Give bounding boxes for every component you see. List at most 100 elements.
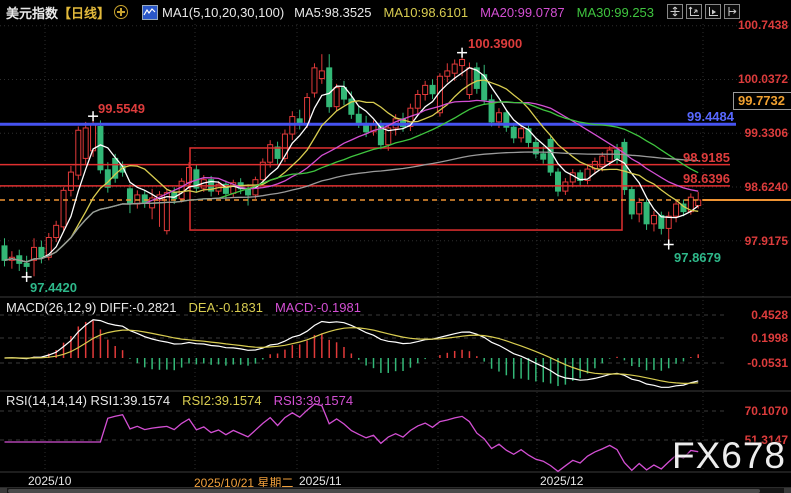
scrollbar-right-button[interactable] [784, 488, 791, 493]
candle [577, 172, 584, 181]
candle [473, 67, 480, 89]
date-label-highlighted: 2025/10/21 星期二 [194, 476, 294, 490]
candle [141, 194, 148, 204]
candle [45, 237, 52, 258]
price-axis-label: 100.0372 [737, 72, 788, 86]
candle [385, 127, 392, 146]
candle [1, 245, 8, 261]
candle [326, 67, 333, 108]
candle [599, 155, 606, 168]
price-axis-label: 99.3306 [744, 126, 788, 140]
scrollbar-track[interactable] [0, 487, 791, 493]
candle [466, 67, 473, 96]
candle [518, 128, 525, 139]
ma30-value: MA30:99.253 [576, 4, 655, 20]
ma10-value: MA10:98.6101 [383, 4, 469, 20]
toolbar-icons [667, 4, 740, 19]
ma-lines [4, 66, 699, 263]
candle [495, 112, 502, 123]
candle [340, 87, 347, 100]
candle [555, 171, 561, 192]
fx678-watermark: FX678 [672, 435, 787, 476]
candle [126, 188, 133, 205]
resistance-line-label-2: 98.6396 [683, 171, 730, 186]
scrollbar-left-button[interactable] [0, 488, 7, 493]
candle [444, 70, 451, 77]
axis-play-icon[interactable] [705, 4, 721, 19]
candle [628, 189, 635, 215]
candle [695, 199, 702, 207]
rsi-params-label: RSI(14,14,14) RSI1:39.1574 [6, 393, 171, 408]
candle [348, 98, 355, 115]
candle [503, 112, 510, 128]
candle [163, 192, 170, 232]
ma5-value: MA5:98.3525 [294, 4, 372, 20]
resistance-line-label-1: 98.9185 [683, 150, 730, 165]
macd-value: MACD:-0.1981 [274, 300, 361, 315]
candle [488, 99, 495, 123]
swing-high-label: 99.5549 [98, 101, 145, 116]
macd-axis-label: 0.1998 [751, 331, 788, 345]
ma-settings-label: MA1(5,10,20,30,100) [162, 4, 285, 20]
candle [451, 63, 458, 74]
price-axis-label: 97.9175 [744, 234, 788, 248]
macd-lines [4, 319, 699, 388]
candle [67, 171, 74, 191]
candle [60, 189, 67, 228]
candle [355, 113, 362, 124]
annotation-rectangle[interactable] [189, 147, 623, 231]
ma20-value: MA20:99.0787 [480, 4, 565, 20]
chart-type-icon[interactable] [142, 4, 159, 20]
candle [75, 129, 82, 176]
candle [178, 180, 185, 200]
candle [97, 125, 104, 171]
candle [510, 126, 517, 139]
candle [658, 214, 665, 229]
candle [481, 74, 488, 101]
candle [422, 84, 429, 96]
rsi3-value: RSI3:39.1574 [273, 393, 354, 408]
gridlines [0, 24, 791, 472]
toolbar: 美元指数 【日线】 MA1(5,10,20,30,100) MA5:98.352… [0, 0, 791, 24]
macd-params-label: MACD(26,12,9) DIFF:-0.2821 [6, 300, 177, 315]
diff-line [4, 319, 699, 388]
date-label: 2025/12 [540, 474, 584, 488]
extreme-cross-marker [457, 47, 468, 58]
candle [23, 262, 30, 267]
rsi-axis-label: 51.3147 [744, 433, 788, 447]
candle [673, 203, 680, 217]
add-icon[interactable] [114, 5, 129, 19]
macd-axis-label: -0.0531 [747, 356, 788, 370]
candle [636, 202, 643, 215]
candle [259, 161, 266, 181]
candle [53, 224, 60, 239]
blue-line-label: 99.4484 [687, 109, 734, 124]
candle [311, 67, 318, 94]
rsi-line-group [4, 403, 699, 473]
candle [459, 59, 466, 67]
instrument-title: 美元指数 [6, 5, 59, 21]
axis-scale-icon[interactable] [686, 4, 702, 19]
macd-histogram [11, 320, 699, 387]
recent-low-label: 97.8679 [674, 250, 721, 265]
candle [414, 94, 421, 109]
swing-low-label: 97.4420 [30, 280, 77, 295]
candle [525, 128, 532, 143]
goto-latest-icon[interactable] [724, 4, 740, 19]
candle [274, 146, 281, 159]
date-label: 2025/11 [299, 474, 342, 488]
candle [104, 169, 111, 188]
candle [650, 214, 657, 225]
ma10-line [4, 79, 699, 263]
period-badge[interactable]: 【日线】 [58, 5, 111, 21]
rsi-axis-label: 70.1070 [744, 404, 788, 418]
scrollbar-thumb[interactable] [8, 489, 760, 493]
dea-line [4, 327, 699, 385]
price-axis-label: 100.7438 [737, 18, 788, 32]
pan-tool-icon[interactable] [667, 4, 683, 19]
macd-header: MACD(26,12,9) DIFF:-0.2821 DEA:-0.1831 M… [6, 300, 361, 315]
peak-high-label: 100.3900 [468, 36, 523, 51]
last-price-marker: 99.7732 [733, 92, 791, 110]
